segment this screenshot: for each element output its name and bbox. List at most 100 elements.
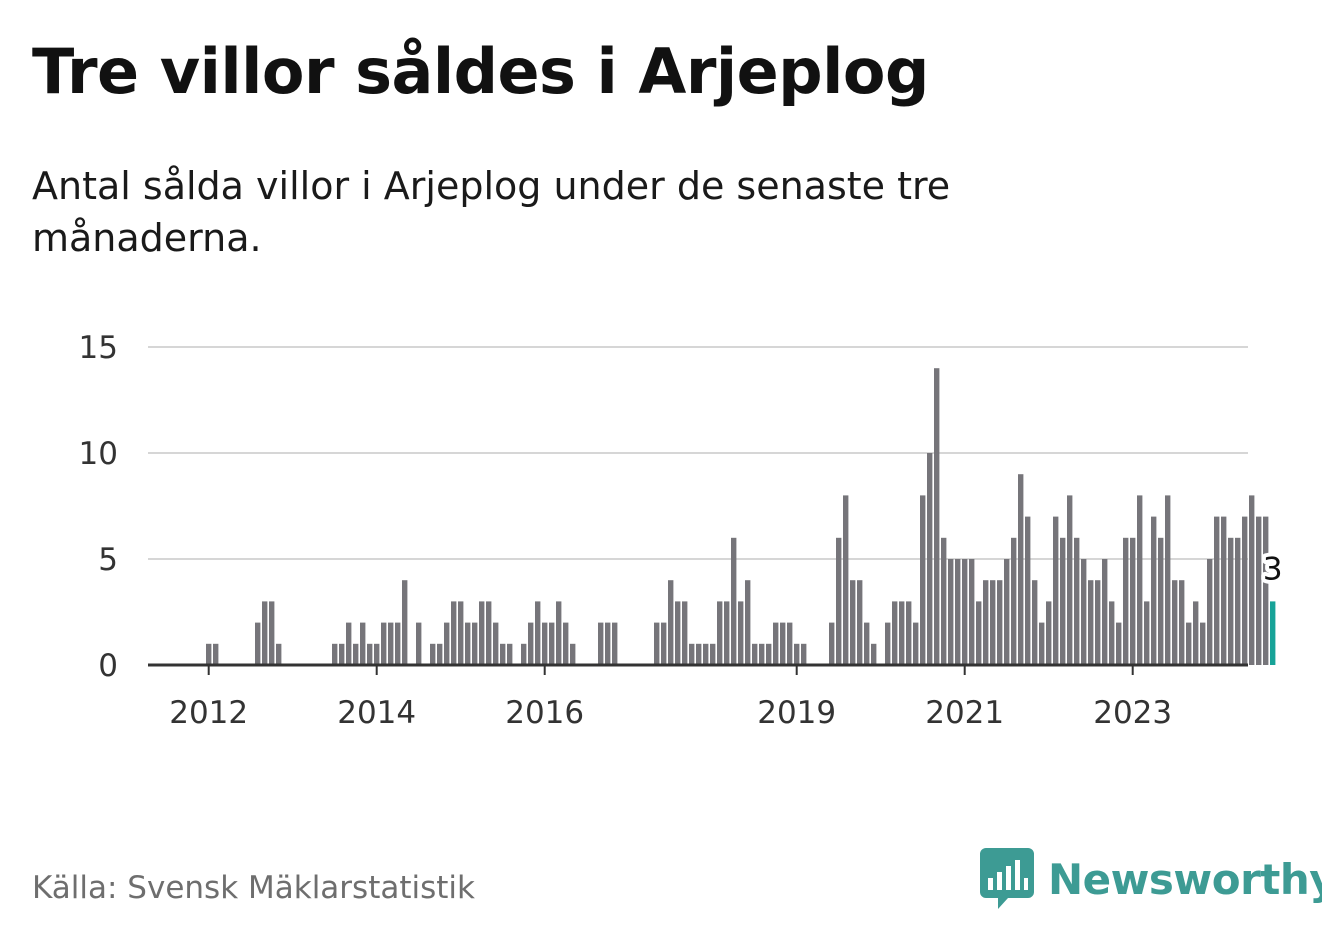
bar bbox=[213, 643, 219, 665]
bar bbox=[1095, 580, 1101, 665]
bar bbox=[997, 580, 1003, 665]
x-axis bbox=[148, 663, 1248, 675]
chart-subtitle: Antal sålda villor i Arjeplog under de s… bbox=[32, 164, 951, 260]
bar bbox=[759, 643, 765, 665]
bar bbox=[773, 622, 779, 665]
x-tick-label: 2012 bbox=[169, 695, 248, 731]
bar bbox=[1102, 559, 1108, 665]
bar bbox=[1165, 495, 1171, 665]
bar bbox=[1060, 537, 1066, 665]
bar-chart: 0 5 10 15 2012 2014 2016 2019 2021 2023 3 bbox=[78, 330, 1283, 731]
bar bbox=[836, 537, 842, 665]
bar bbox=[752, 643, 758, 665]
bar bbox=[262, 601, 268, 665]
bar bbox=[913, 622, 919, 665]
bar bbox=[1256, 516, 1262, 665]
bar bbox=[668, 580, 674, 665]
bar bbox=[1088, 580, 1094, 665]
bar bbox=[654, 622, 660, 665]
bar bbox=[976, 601, 982, 665]
bar bbox=[1018, 474, 1024, 665]
bar bbox=[402, 580, 408, 665]
bar bbox=[458, 601, 464, 665]
bar bbox=[1004, 559, 1010, 665]
x-tick-label: 2014 bbox=[337, 695, 416, 731]
bar bbox=[1025, 516, 1031, 665]
bar bbox=[710, 643, 716, 665]
bar bbox=[1249, 495, 1255, 665]
bar bbox=[367, 643, 373, 665]
bar bbox=[1067, 495, 1073, 665]
bar bbox=[1207, 559, 1213, 665]
bar bbox=[1158, 537, 1164, 665]
bar bbox=[696, 643, 702, 665]
bar bbox=[556, 601, 562, 665]
bar bbox=[955, 559, 961, 665]
bar bbox=[430, 643, 436, 665]
bar bbox=[605, 622, 611, 665]
bar bbox=[899, 601, 905, 665]
bar bbox=[1214, 516, 1220, 665]
bar bbox=[850, 580, 856, 665]
bar bbox=[549, 622, 555, 665]
bar bbox=[521, 643, 527, 665]
bar bbox=[1151, 516, 1157, 665]
x-tick-label: 2021 bbox=[925, 695, 1004, 731]
bar bbox=[787, 622, 793, 665]
bar bbox=[535, 601, 541, 665]
bar bbox=[948, 559, 954, 665]
bar bbox=[353, 643, 359, 665]
bar bbox=[332, 643, 338, 665]
bar bbox=[990, 580, 996, 665]
bar bbox=[1186, 622, 1192, 665]
bar bbox=[346, 622, 352, 665]
bar bbox=[983, 580, 989, 665]
bar bbox=[542, 622, 548, 665]
bars bbox=[206, 368, 1276, 665]
bar bbox=[1179, 580, 1185, 665]
bar bbox=[724, 601, 730, 665]
bar bbox=[507, 643, 513, 665]
bar bbox=[864, 622, 870, 665]
bar bbox=[437, 643, 443, 665]
bar bbox=[1032, 580, 1038, 665]
bar bbox=[927, 453, 933, 665]
bar bbox=[528, 622, 534, 665]
bar bbox=[941, 537, 947, 665]
bar bbox=[339, 643, 345, 665]
bar bbox=[780, 622, 786, 665]
bar bbox=[1046, 601, 1052, 665]
y-tick-label: 0 bbox=[98, 648, 118, 684]
bar bbox=[416, 622, 422, 665]
bar bbox=[451, 601, 457, 665]
bar bbox=[794, 643, 800, 665]
x-tick-label: 2023 bbox=[1093, 695, 1172, 731]
bar bbox=[731, 537, 737, 665]
bar bbox=[479, 601, 485, 665]
bar bbox=[374, 643, 380, 665]
brand: Newsworthy bbox=[980, 848, 1322, 910]
bar bbox=[1116, 622, 1122, 665]
bar bbox=[465, 622, 471, 665]
bar bbox=[1221, 516, 1227, 665]
bar bbox=[766, 643, 772, 665]
bar bbox=[269, 601, 275, 665]
bar bbox=[962, 559, 968, 665]
bar bbox=[1123, 537, 1129, 665]
source-note: Källa: Svensk Mäklarstatistik bbox=[32, 870, 475, 906]
x-tick-label: 2019 bbox=[757, 695, 836, 731]
tick-labels: 0 5 10 15 2012 2014 2016 2019 2021 2023 bbox=[79, 330, 1173, 731]
chart-title: Tre villor såldes i Arjeplog bbox=[32, 35, 929, 108]
bar bbox=[1053, 516, 1059, 665]
bar bbox=[1235, 537, 1241, 665]
y-tick-label: 5 bbox=[98, 542, 118, 578]
bar bbox=[717, 601, 723, 665]
bar bbox=[472, 622, 478, 665]
bar bbox=[906, 601, 912, 665]
bar bbox=[745, 580, 751, 665]
brand-name: Newsworthy bbox=[1048, 854, 1322, 904]
bar bbox=[1193, 601, 1199, 665]
bar bbox=[682, 601, 688, 665]
bar bbox=[1081, 559, 1087, 665]
bar bbox=[1263, 516, 1269, 665]
